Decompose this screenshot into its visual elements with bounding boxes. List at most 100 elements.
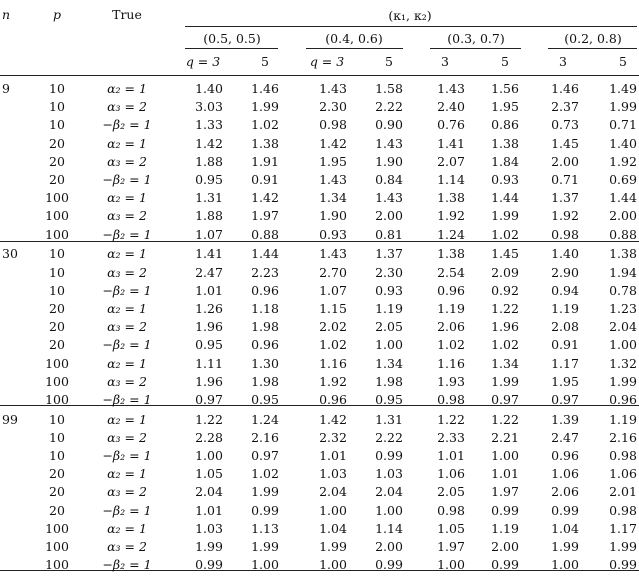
cell-value: 1.39: [551, 411, 579, 427]
cell-value: 1.00: [437, 557, 465, 573]
cell-value: 1.88: [195, 208, 223, 224]
cell-value: 1.31: [375, 411, 403, 427]
cell-value: 0.95: [251, 391, 279, 407]
cell-value: 1.22: [491, 411, 519, 427]
cell-p: 100: [45, 355, 69, 371]
cell-value: 2.06: [551, 484, 579, 500]
cell-value: 1.99: [609, 373, 637, 389]
cell-value: 1.01: [491, 466, 519, 482]
cell-value: 1.19: [551, 300, 579, 316]
cell-true: α₂ = 1: [107, 520, 147, 536]
cell-p: 20: [49, 466, 65, 482]
cell-true: −β₂ = 1: [102, 172, 152, 187]
cell-value: 1.43: [437, 81, 465, 96]
cell-value: 0.97: [195, 391, 223, 407]
cell-value: 1.18: [251, 300, 279, 316]
cell-true: α₂ = 1: [107, 81, 147, 96]
cell-value: 1.26: [195, 300, 223, 316]
cell-value: 0.96: [251, 282, 279, 298]
cell-value: 1.49: [609, 81, 637, 96]
cell-value: 0.95: [195, 172, 223, 187]
cell-value: 1.24: [251, 411, 279, 427]
cell-p: 100: [45, 391, 69, 407]
cell-value: 1.17: [609, 520, 637, 536]
cell-value: 1.42: [251, 190, 279, 206]
cell-value: 0.96: [319, 391, 347, 407]
cell-p: 10: [49, 411, 65, 427]
cell-true: −β₂ = 1: [102, 337, 152, 353]
cell-value: 1.19: [609, 411, 637, 427]
cell-true: −β₂ = 1: [102, 391, 152, 407]
cell-value: 1.45: [491, 246, 519, 262]
cell-value: 1.19: [437, 300, 465, 316]
cell-value: 0.96: [251, 337, 279, 353]
cell-value: 2.16: [609, 429, 637, 445]
cell-value: 1.23: [609, 300, 637, 316]
cell-value: 1.96: [195, 373, 223, 389]
cell-value: 2.00: [375, 539, 403, 554]
cell-value: 1.99: [319, 539, 347, 554]
cell-value: 1.95: [491, 99, 519, 115]
cell-value: 0.97: [491, 391, 519, 407]
cell-value: 1.00: [491, 448, 519, 463]
cell-value: 1.14: [375, 520, 403, 536]
cell-value: 0.98: [437, 502, 465, 518]
cell-value: 1.38: [437, 190, 465, 206]
cell-value: 2.30: [375, 264, 403, 280]
cell-value: 1.99: [491, 373, 519, 389]
cell-value: 1.19: [375, 300, 403, 316]
cell-value: 2.04: [319, 484, 347, 500]
cell-value: 1.00: [375, 337, 403, 353]
cell-true: −β₂ = 1: [102, 557, 152, 573]
cell-p: 10: [49, 282, 65, 298]
cell-value: 2.47: [551, 429, 579, 445]
cell-value: 1.37: [551, 190, 579, 206]
cell-value: 1.32: [609, 355, 637, 371]
cell-value: 1.42: [319, 135, 347, 151]
cell-value: 1.44: [251, 246, 279, 262]
cell-value: 2.23: [251, 264, 279, 280]
cell-true: α₃ = 2: [107, 208, 147, 224]
cell-value: 1.01: [195, 282, 223, 298]
cell-value: 1.11: [195, 355, 223, 371]
cell-value: 1.07: [195, 226, 223, 242]
cell-value: 0.95: [375, 391, 403, 407]
cell-value: 1.95: [319, 153, 347, 169]
cell-value: 1.96: [491, 319, 519, 335]
cell-value: 0.96: [609, 391, 637, 407]
cell-true: α₂ = 1: [107, 246, 147, 262]
cell-value: 1.01: [195, 502, 223, 518]
cell-value: 2.08: [551, 319, 579, 335]
sub-label-6: 5: [501, 54, 509, 69]
cell-value: 0.81: [375, 226, 403, 242]
cell-p: 10: [49, 246, 65, 262]
cell-value: 1.43: [319, 246, 347, 262]
cell-value: 0.99: [609, 557, 637, 573]
cell-value: 1.38: [251, 135, 279, 151]
cell-value: 1.99: [251, 539, 279, 554]
cell-value: 1.91: [251, 153, 279, 169]
cell-value: 0.98: [609, 502, 637, 518]
cell-value: 1.22: [195, 411, 223, 427]
cell-value: 0.71: [609, 117, 637, 133]
cell-value: 0.88: [609, 226, 637, 242]
cell-value: 1.24: [437, 226, 465, 242]
cell-value: 1.17: [551, 355, 579, 371]
cell-value: 1.96: [195, 319, 223, 335]
cell-value: 1.05: [195, 466, 223, 482]
cell-p: 20: [49, 319, 65, 335]
cell-value: 1.38: [437, 246, 465, 262]
cell-value: 1.92: [319, 373, 347, 389]
cell-value: 2.70: [319, 264, 347, 280]
cell-value: 0.97: [251, 448, 279, 463]
cell-value: 1.00: [251, 557, 279, 573]
sub-label-3: q = 3: [309, 54, 345, 69]
cell-value: 1.34: [319, 190, 347, 206]
cell-value: 1.99: [251, 99, 279, 115]
cell-value: 1.93: [437, 373, 465, 389]
cell-value: 1.30: [251, 355, 279, 371]
cell-value: 0.71: [551, 172, 579, 187]
cell-true: α₂ = 1: [107, 190, 147, 206]
cell-value: 1.97: [491, 484, 519, 500]
cell-value: 1.14: [437, 172, 465, 187]
